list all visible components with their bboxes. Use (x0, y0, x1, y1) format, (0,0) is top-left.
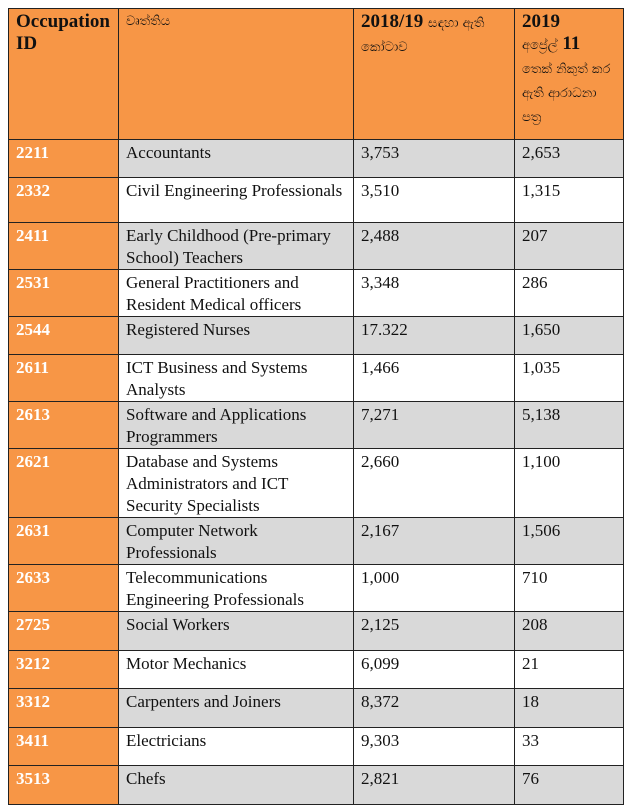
cell-occupation: Software and Applications Programmers (118, 401, 354, 449)
table-row: 2611 ICT Business and Systems Analysts 1,4… (8, 354, 624, 402)
cell-issued: 1,506 (514, 517, 624, 565)
cell-occupation: Computer Network Professionals (118, 517, 354, 565)
cell-issued: 2,653 (514, 139, 624, 178)
cell-occupation-id: 3411 (8, 727, 119, 766)
header-occupation: වෘත්තිය (118, 8, 354, 140)
table-row: 3312 Carpenters and Joiners 8,372 18 (8, 688, 624, 728)
header-row: Occupation ID වෘත්තිය 2018/19 සඳහා ඇති ක… (8, 8, 624, 140)
header-issued: 2019 අප්‍රේල් 11 තෙක් නිකුත් කර ඇති ආරාධනා… (514, 8, 624, 140)
cell-issued: 207 (514, 222, 624, 270)
cell-issued: 710 (514, 564, 624, 612)
cell-occupation-id: 2411 (8, 222, 119, 270)
cell-occupation: Carpenters and Joiners (118, 688, 354, 728)
cell-occupation-id: 3513 (8, 765, 119, 805)
cell-occupation: ICT Business and Systems Analysts (118, 354, 354, 402)
cell-occupation-id: 3212 (8, 650, 119, 689)
table-row: 2211 Accountants 3,753 2,653 (8, 139, 624, 178)
cell-occupation: Motor Mechanics (118, 650, 354, 689)
cell-issued: 286 (514, 269, 624, 317)
quota-text: සඳහා ඇති කෝටාව (361, 16, 485, 55)
cell-issued: 33 (514, 727, 624, 766)
cell-occupation-id: 2332 (8, 177, 119, 223)
cell-quota: 8,372 (353, 688, 515, 728)
cell-issued: 1,650 (514, 316, 624, 355)
issued-day: 11 (562, 33, 581, 54)
cell-quota: 1,466 (353, 354, 515, 402)
cell-occupation: Electricians (118, 727, 354, 766)
cell-occupation-id: 3312 (8, 688, 119, 728)
table-row: 3513 Chefs 2,821 76 (8, 765, 624, 805)
table-row: 3411 Electricians 9,303 33 (8, 727, 624, 766)
cell-occupation: Accountants (118, 139, 354, 178)
cell-quota: 2,125 (353, 611, 515, 651)
cell-occupation-id: 2531 (8, 269, 119, 317)
cell-occupation: Civil Engineering Professionals (118, 177, 354, 223)
table-row: 2613 Software and Applications Programmer… (8, 401, 624, 449)
cell-issued: 18 (514, 688, 624, 728)
cell-occupation-id: 2611 (8, 354, 119, 402)
cell-occupation: Social Workers (118, 611, 354, 651)
occupation-quota-table: Occupation ID වෘත්තිය 2018/19 සඳහා ඇති ක… (8, 8, 624, 805)
cell-occupation: General Practitioners and Resident Medic… (118, 269, 354, 317)
cell-occupation: Telecommunications Engineering Professio… (118, 564, 354, 612)
cell-occupation: Chefs (118, 765, 354, 805)
cell-occupation-id: 2631 (8, 517, 119, 565)
cell-quota: 1,000 (353, 564, 515, 612)
table-row: 2631 Computer Network Professionals 2,167 1… (8, 517, 624, 565)
quota-year: 2018/19 (361, 11, 424, 32)
cell-quota: 2,660 (353, 448, 515, 518)
table-row: 3212 Motor Mechanics 6,099 21 (8, 650, 624, 689)
cell-issued: 208 (514, 611, 624, 651)
cell-occupation-id: 2725 (8, 611, 119, 651)
cell-issued: 21 (514, 650, 624, 689)
cell-quota: 2,488 (353, 222, 515, 270)
issued-month: අප්‍රේල් (522, 38, 558, 53)
cell-issued: 5,138 (514, 401, 624, 449)
cell-quota: 3,348 (353, 269, 515, 317)
cell-quota: 9,303 (353, 727, 515, 766)
table-row: 2633 Telecommunications Engineering Profe… (8, 564, 624, 612)
table-row: 2332 Civil Engineering Professionals 3,510… (8, 177, 624, 223)
cell-occupation-id: 2544 (8, 316, 119, 355)
cell-quota: 3,510 (353, 177, 515, 223)
header-quota: 2018/19 සඳහා ඇති කෝටාව (353, 8, 515, 140)
cell-occupation: Database and Systems Administrators and … (118, 448, 354, 518)
issued-year: 2019 (522, 11, 560, 32)
cell-quota: 2,821 (353, 765, 515, 805)
table-row: 2411 Early Childhood (Pre-primary School)… (8, 222, 624, 270)
cell-occupation: Registered Nurses (118, 316, 354, 355)
cell-quota: 2,167 (353, 517, 515, 565)
cell-occupation-id: 2621 (8, 448, 119, 518)
cell-issued: 1,100 (514, 448, 624, 518)
table-row: 2725 Social Workers 2,125 208 (8, 611, 624, 651)
cell-quota: 3,753 (353, 139, 515, 178)
table-row: 2531 General Practitioners and Resident M… (8, 269, 624, 317)
issued-text: තෙක් නිකුත් කර ඇති ආරාධනා පත්‍ර (522, 62, 611, 125)
table-row: 2621 Database and Systems Administrators … (8, 448, 624, 518)
cell-quota: 17.322 (353, 316, 515, 355)
cell-issued: 1,035 (514, 354, 624, 402)
cell-occupation-id: 2633 (8, 564, 119, 612)
cell-issued: 1,315 (514, 177, 624, 223)
cell-quota: 6,099 (353, 650, 515, 689)
cell-occupation-id: 2613 (8, 401, 119, 449)
header-occupation-id: Occupation ID (8, 8, 119, 140)
table-row: 2544 Registered Nurses 17.322 1,650 (8, 316, 624, 355)
cell-issued: 76 (514, 765, 624, 805)
cell-quota: 7,271 (353, 401, 515, 449)
cell-occupation: Early Childhood (Pre-primary School) Tea… (118, 222, 354, 270)
cell-occupation-id: 2211 (8, 139, 119, 178)
